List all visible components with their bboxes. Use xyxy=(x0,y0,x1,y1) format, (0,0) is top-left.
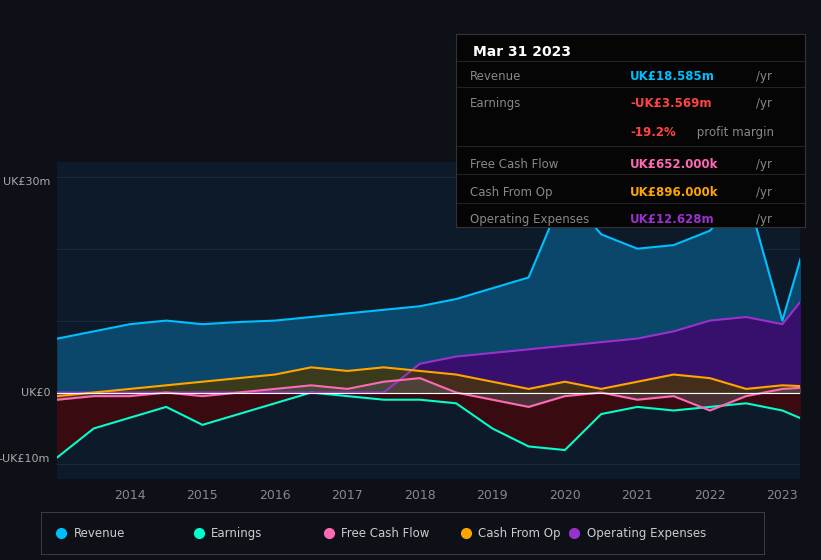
Text: Revenue: Revenue xyxy=(470,69,521,83)
Text: -UK£10m: -UK£10m xyxy=(0,454,50,464)
Text: /yr: /yr xyxy=(756,213,772,226)
Text: Operating Expenses: Operating Expenses xyxy=(586,527,706,540)
Text: profit margin: profit margin xyxy=(693,125,774,139)
Text: UK£896.000k: UK£896.000k xyxy=(631,185,718,199)
Text: /yr: /yr xyxy=(756,158,772,171)
Text: UK£652.000k: UK£652.000k xyxy=(631,158,718,171)
Text: Revenue: Revenue xyxy=(74,527,125,540)
Text: UK£30m: UK£30m xyxy=(2,177,50,187)
Text: /yr: /yr xyxy=(756,185,772,199)
Text: Mar 31 2023: Mar 31 2023 xyxy=(473,45,571,59)
Text: UK£0: UK£0 xyxy=(21,388,50,398)
Text: /yr: /yr xyxy=(756,69,772,83)
Text: Free Cash Flow: Free Cash Flow xyxy=(341,527,429,540)
Text: UK£18.585m: UK£18.585m xyxy=(631,69,715,83)
Text: Operating Expenses: Operating Expenses xyxy=(470,213,589,226)
Text: Earnings: Earnings xyxy=(211,527,262,540)
Text: Free Cash Flow: Free Cash Flow xyxy=(470,158,558,171)
Text: Cash From Op: Cash From Op xyxy=(478,527,561,540)
Text: /yr: /yr xyxy=(756,97,772,110)
Text: -UK£3.569m: -UK£3.569m xyxy=(631,97,712,110)
Text: Cash From Op: Cash From Op xyxy=(470,185,552,199)
Text: -19.2%: -19.2% xyxy=(631,125,676,139)
Text: UK£12.628m: UK£12.628m xyxy=(631,213,715,226)
Text: Earnings: Earnings xyxy=(470,97,521,110)
